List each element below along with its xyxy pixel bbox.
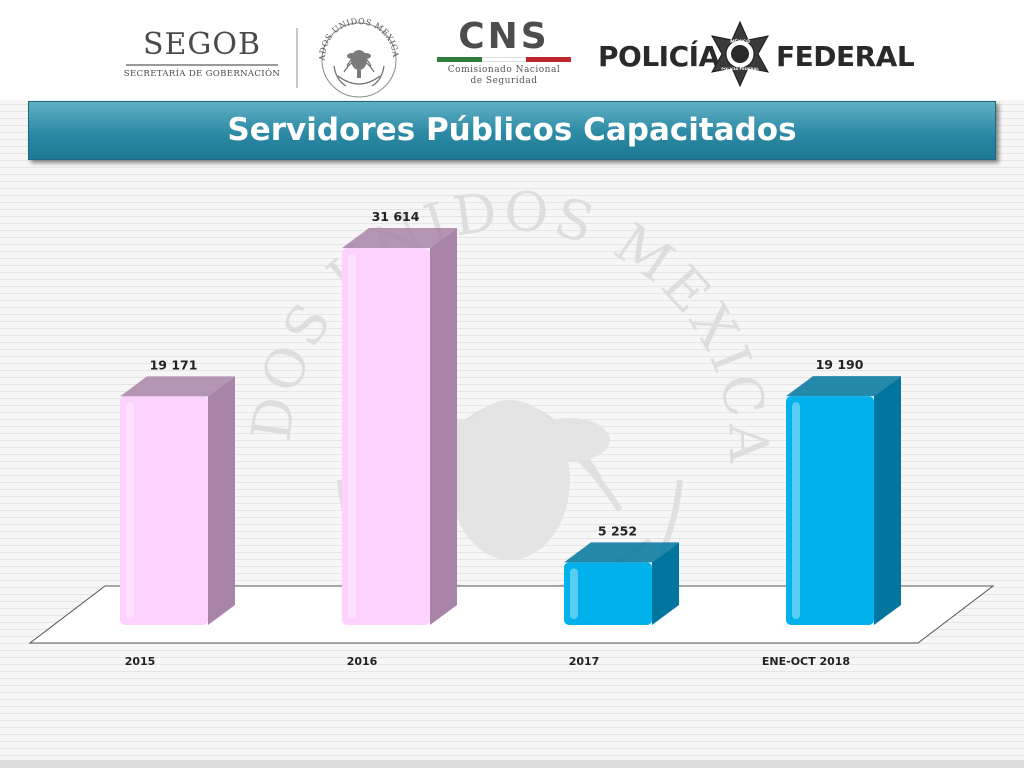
- bar-side-0: [208, 376, 235, 625]
- cns-logo-subtitle-2: de Seguridad: [470, 76, 538, 86]
- badge-text-bottom: POLICÍA FEDERAL: [721, 66, 759, 71]
- bar-top-1: [342, 228, 457, 248]
- segob-logo-subtitle: SECRETARÍA DE GOBERNACIÓN: [123, 69, 281, 79]
- cns-bar-red: [526, 57, 572, 62]
- bottom-strip: [0, 760, 1024, 768]
- labels-group: 19 171 2015 31 614 2016 5 252 2017 19 190 ENE-O…: [125, 209, 864, 668]
- police-badge-icon: MÉXICO POLICÍA FEDERAL: [711, 20, 769, 88]
- category-label-0: 2015: [125, 655, 156, 668]
- bar-shine-1: [348, 254, 356, 619]
- cns-bar-white: [481, 57, 527, 62]
- cns-logo-color-bars: [437, 57, 572, 62]
- bar-front-0: [120, 396, 208, 625]
- segob-logo-text: SEGOB: [142, 27, 262, 62]
- bar-shine-2: [570, 568, 578, 619]
- bar-0: [120, 376, 235, 625]
- category-label-2: 2017: [569, 655, 600, 668]
- watermark-seal-icon: ESTADOS UNIDOS MEXICANOS: [250, 180, 770, 623]
- bar-1: [342, 228, 457, 625]
- title-banner: Servidores Públicos Capacitados: [28, 101, 996, 160]
- federal-word: FEDERAL: [776, 40, 915, 73]
- value-label-3: 19 190: [816, 357, 864, 372]
- cns-bar-green: [437, 57, 482, 62]
- value-label-1: 31 614: [372, 209, 420, 224]
- segob-logo-rule: [126, 64, 278, 66]
- chart-floor: [28, 585, 995, 644]
- header-band: SEGOB SECRETARÍA DE GOBERNACIÓN ESTADOS …: [0, 0, 1024, 100]
- cns-logo: CNS Comisionado Nacional de Seguridad: [434, 18, 574, 90]
- policia-word: POLICÍA: [598, 40, 720, 73]
- bars-group: [120, 228, 901, 625]
- value-label-2: 5 252: [598, 523, 637, 538]
- bar-side-1: [430, 228, 457, 625]
- bar-side-2: [652, 542, 679, 625]
- bar-front-2: [564, 562, 652, 625]
- bar-side-3: [874, 376, 901, 625]
- bar-shine-3: [792, 402, 800, 619]
- cns-logo-subtitle-1: Comisionado Nacional: [447, 65, 561, 75]
- category-label-1: 2016: [347, 655, 378, 668]
- segob-logo: SEGOB SECRETARÍA DE GOBERNACIÓN: [122, 28, 282, 88]
- national-seal-logo: ESTADOS UNIDOS MEXICANOS: [314, 14, 401, 98]
- bar-shine-0: [126, 402, 134, 619]
- bar-front-1: [342, 248, 430, 625]
- bar-top-3: [786, 376, 901, 397]
- bar-top-2: [564, 542, 679, 563]
- policia-federal-logo: POLICÍA MÉXICO POLICÍA FEDERAL FEDERAL: [596, 20, 915, 90]
- badge-text-top: MÉXICO: [730, 37, 750, 45]
- value-label-0: 19 171: [150, 357, 198, 372]
- bar-top-0: [120, 376, 235, 397]
- category-label-3: ENE-OCT 2018: [762, 655, 850, 668]
- bar-2: [564, 542, 679, 625]
- header-divider: [296, 28, 298, 88]
- chart-title: Servidores Públicos Capacitados: [227, 112, 797, 148]
- cns-logo-text: CNS: [458, 16, 550, 57]
- bar-front-3: [786, 396, 874, 625]
- bar-3: [786, 376, 901, 625]
